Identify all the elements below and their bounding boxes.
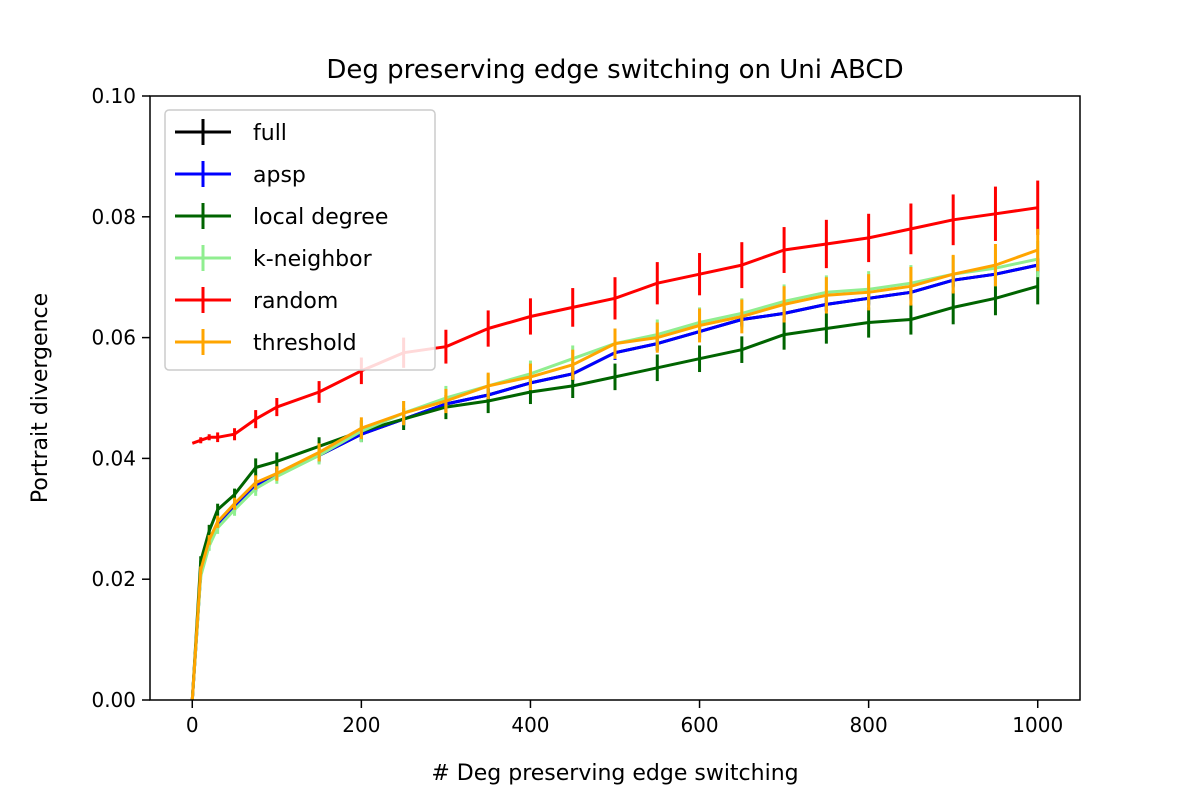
x-tick-label: 400 xyxy=(511,713,549,737)
x-tick-label: 1000 xyxy=(1012,713,1063,737)
y-tick-label: 0.10 xyxy=(91,84,136,108)
series-threshold xyxy=(190,228,1040,701)
data-layer xyxy=(190,180,1040,701)
series-line-random xyxy=(191,206,1038,445)
y-tick-label: 0.04 xyxy=(91,446,136,470)
legend-item: apsp xyxy=(175,161,306,188)
y-tick-label: 0.06 xyxy=(91,326,136,350)
legend-item: random xyxy=(175,287,338,314)
plot-frame xyxy=(149,95,1081,701)
x-axis: 0 200 400 600 800 1000 xyxy=(186,700,1063,737)
legend-item: k-neighbor xyxy=(175,245,373,272)
legend-item: local degree xyxy=(175,203,388,230)
x-tick-label: 600 xyxy=(680,713,718,737)
legend-label: threshold xyxy=(253,331,357,356)
x-tick-label: 200 xyxy=(342,713,380,737)
series-line-local-degree xyxy=(190,284,1039,701)
y-tick-label: 0.00 xyxy=(91,688,136,712)
y-tick-label: 0.08 xyxy=(91,205,136,229)
legend-label: random xyxy=(253,289,338,314)
x-tick-label: 800 xyxy=(850,713,888,737)
y-tick-label: 0.02 xyxy=(91,567,136,591)
series-line-threshold xyxy=(190,248,1039,701)
x-tick-label: 0 xyxy=(186,713,199,737)
y-axis: 0.00 0.02 0.04 0.06 0.08 0.10 xyxy=(91,84,150,712)
x-axis-title: # Deg preserving edge switching xyxy=(431,761,798,786)
legend-label: local degree xyxy=(253,205,388,230)
legend: full apsp local degree k-neighbor random thre… xyxy=(164,109,436,371)
y-axis-title: Portrait divergence xyxy=(28,293,53,503)
legend-box xyxy=(164,109,436,371)
legend-label: k-neighbor xyxy=(253,247,373,272)
chart-title: Deg preserving edge switching on Uni ABC… xyxy=(326,55,903,85)
series-random xyxy=(191,180,1040,445)
legend-label: apsp xyxy=(253,163,306,188)
series-local-degree xyxy=(190,268,1040,701)
legend-label: full xyxy=(253,121,287,146)
legend-item: threshold xyxy=(175,329,357,356)
legend-item: full xyxy=(175,119,287,146)
